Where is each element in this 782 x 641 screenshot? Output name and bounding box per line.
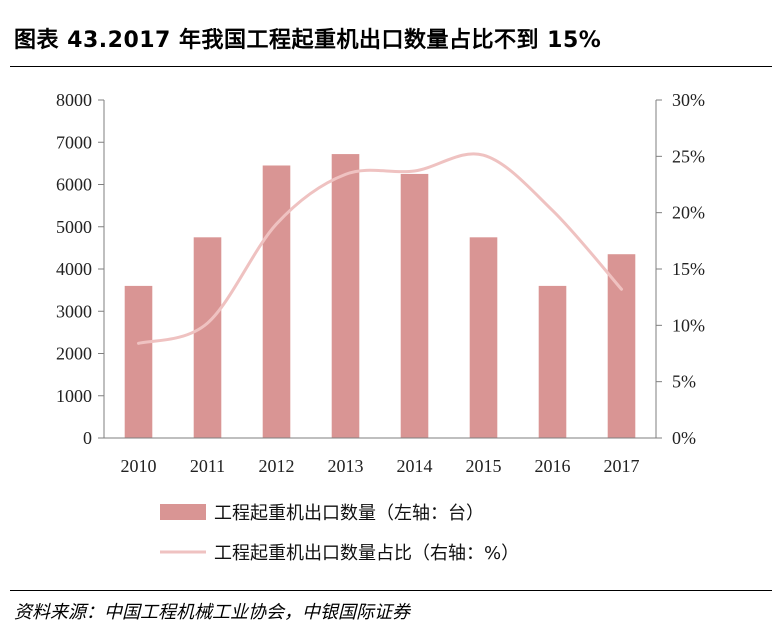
right-tick-label: 15% <box>672 259 705 279</box>
x-axis: 2010 2011 2012 2013 2014 2015 2016 2017 <box>104 437 656 476</box>
bar-2014 <box>400 173 429 438</box>
title-divider <box>10 66 772 67</box>
line-series <box>137 152 623 345</box>
bar-2012 <box>262 165 291 439</box>
right-tick-label: 30% <box>672 90 705 110</box>
right-tick-label: 20% <box>672 203 705 223</box>
bar-2015 <box>469 237 498 438</box>
left-tick-label: 8000 <box>56 90 92 110</box>
left-y-axis: 0 1000 2000 3000 4000 5000 6000 7000 8000 <box>56 90 105 448</box>
right-tick-label: 5% <box>672 372 696 392</box>
x-tick-label: 2014 <box>397 456 433 476</box>
x-tick-label: 2010 <box>121 456 157 476</box>
bar-2017 <box>607 254 636 438</box>
x-tick-label: 2011 <box>190 456 225 476</box>
share-line <box>137 152 623 345</box>
legend-bar-swatch <box>160 504 206 520</box>
x-tick-label: 2016 <box>535 456 571 476</box>
chart-area: 0 1000 2000 3000 4000 5000 6000 7000 8000 0% 5% 10… <box>56 90 705 564</box>
right-tick-label: 0% <box>672 428 696 448</box>
chart-title: 图表 43.2017 年我国工程起重机出口数量占比不到 15% <box>14 28 602 53</box>
bar-2013 <box>331 154 360 438</box>
bar-2011 <box>193 237 222 438</box>
legend-line-label: 工程起重机出口数量占比（右轴：%） <box>214 543 519 564</box>
bar-2010 <box>124 285 153 438</box>
left-tick-label: 4000 <box>56 259 92 279</box>
left-tick-label: 3000 <box>56 301 92 321</box>
bar-series <box>124 154 636 439</box>
right-y-axis: 0% 5% 10% 15% 20% 25% 30% <box>655 90 705 448</box>
legend-bar-label: 工程起重机出口数量（左轴：台） <box>214 503 484 524</box>
left-tick-label: 1000 <box>56 386 92 406</box>
left-tick-label: 2000 <box>56 344 92 364</box>
left-tick-label: 5000 <box>56 217 92 237</box>
left-tick-label: 6000 <box>56 175 92 195</box>
left-tick-label: 0 <box>83 428 92 448</box>
legend: 工程起重机出口数量（左轴：台） 工程起重机出口数量占比（右轴：%） <box>160 503 519 564</box>
x-tick-label: 2013 <box>328 456 364 476</box>
source-note: 资料来源：中国工程机械工业协会，中银国际证券 <box>14 602 410 623</box>
bar-2016 <box>538 285 567 438</box>
x-tick-label: 2017 <box>604 456 640 476</box>
left-tick-label: 7000 <box>56 132 92 152</box>
source-divider <box>10 590 772 591</box>
right-tick-label: 10% <box>672 315 705 335</box>
right-tick-label: 25% <box>672 146 705 166</box>
x-tick-label: 2015 <box>466 456 502 476</box>
x-tick-label: 2012 <box>259 456 295 476</box>
